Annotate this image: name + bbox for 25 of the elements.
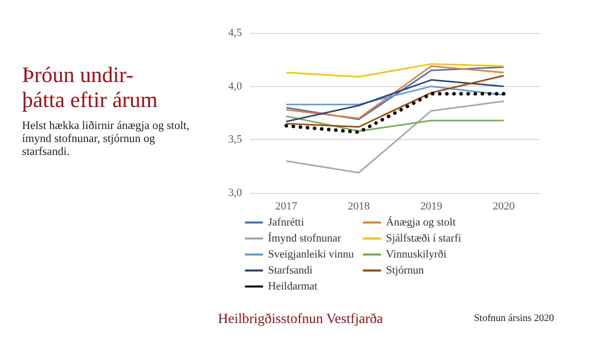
legend-label: Ánægja og stolt: [386, 216, 456, 228]
legend-label: Ímynd stofnunar: [268, 232, 342, 244]
legend-label: Stjórnun: [386, 264, 424, 276]
legend-label: Heildarmat: [268, 280, 318, 292]
x-tick-label: 2017: [275, 200, 298, 212]
legend-label: Sveigjanleiki vinnu: [268, 248, 354, 260]
y-tick-label: 4,5: [228, 27, 242, 39]
line-series: [286, 79, 504, 122]
legend-label: Jafnrétti: [268, 216, 304, 228]
line-series: [286, 100, 504, 174]
y-tick-label: 3,5: [228, 134, 242, 146]
x-tick-label: 2019: [420, 200, 443, 212]
legend-label: Starfsandi: [268, 264, 313, 276]
line-series: [286, 63, 504, 78]
legend-label: Sjálfstæði í starfi: [386, 232, 462, 244]
x-tick-label: 2018: [348, 200, 370, 212]
x-tick-label: 2020: [492, 200, 516, 212]
text: Stofnun ársins 2020: [474, 313, 554, 324]
text: Helst hækka liðirnir ánægja og stolt, ímynd stofnunar, stjórnun og starfsandi.: [22, 120, 190, 159]
line-series: [286, 74, 504, 128]
text: Þróun undir- þátta eftir árum: [22, 62, 159, 112]
y-tick-label: 4,0: [228, 80, 242, 92]
text: Heilbrigðisstofnun Vestfjarða: [218, 312, 383, 328]
legend-label: Vinnuskilyrði: [386, 248, 446, 260]
y-tick-label: 3,0: [228, 187, 242, 199]
